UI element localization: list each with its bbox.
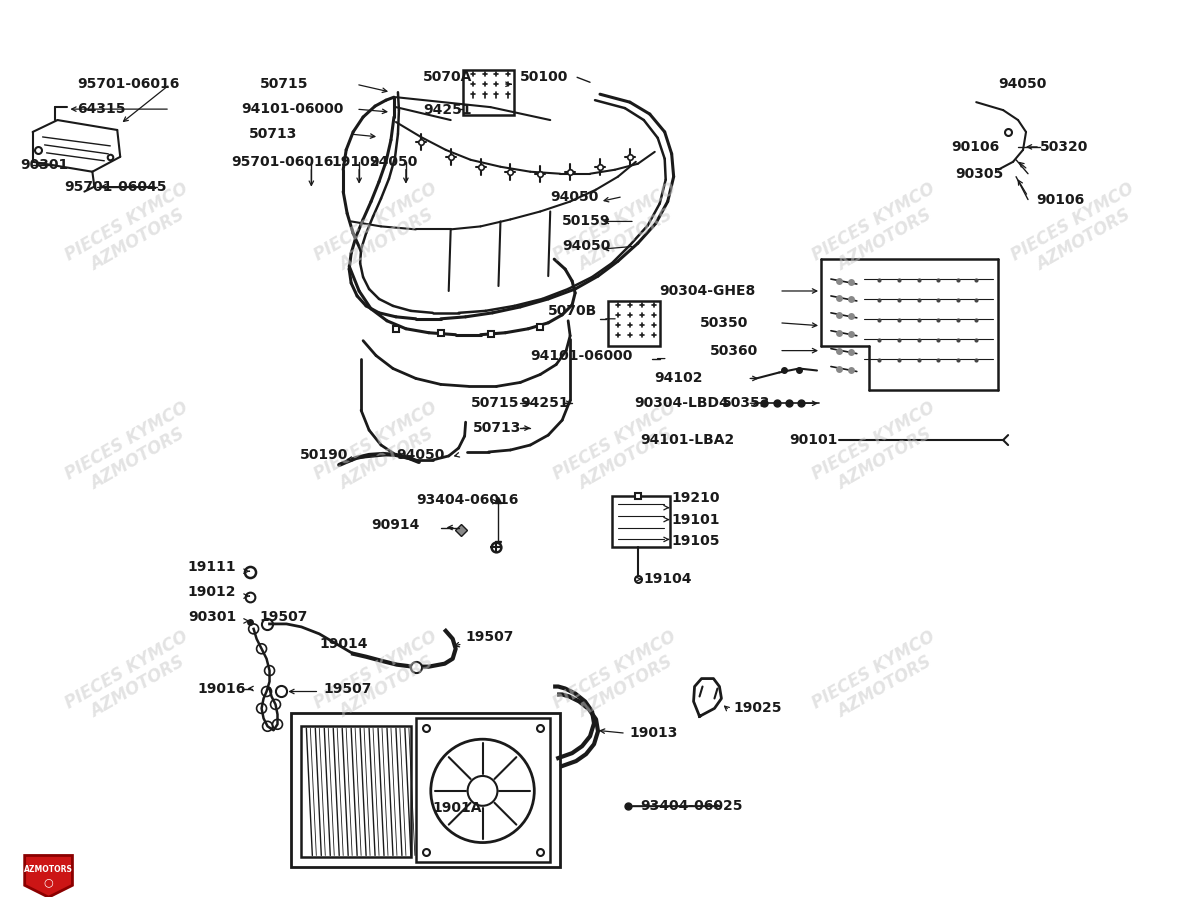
- Text: 50713: 50713: [248, 127, 298, 141]
- Text: 50159: 50159: [562, 214, 611, 229]
- Text: PIECES KYMCO
AZMOTORS: PIECES KYMCO AZMOTORS: [311, 627, 451, 730]
- Text: 93404-06016: 93404-06016: [416, 492, 518, 507]
- Text: PIECES KYMCO
AZMOTORS: PIECES KYMCO AZMOTORS: [311, 180, 451, 283]
- Text: 5070A: 5070A: [422, 70, 472, 85]
- Text: 90106: 90106: [1036, 193, 1085, 207]
- Text: 19507: 19507: [259, 610, 308, 624]
- Text: 19111: 19111: [188, 561, 236, 574]
- Text: 64315: 64315: [78, 102, 126, 116]
- Text: 90101: 90101: [790, 433, 838, 447]
- Text: PIECES KYMCO
AZMOTORS: PIECES KYMCO AZMOTORS: [62, 180, 202, 283]
- Text: PIECES KYMCO
AZMOTORS: PIECES KYMCO AZMOTORS: [809, 180, 948, 283]
- Text: 90106: 90106: [952, 140, 1000, 154]
- Text: PIECES KYMCO
AZMOTORS: PIECES KYMCO AZMOTORS: [62, 627, 202, 730]
- Text: 50100: 50100: [521, 70, 569, 85]
- Text: 19210: 19210: [672, 491, 720, 505]
- Text: 1901A: 1901A: [433, 801, 482, 814]
- Text: PIECES KYMCO
AZMOTORS: PIECES KYMCO AZMOTORS: [311, 399, 451, 501]
- Text: 19013: 19013: [630, 726, 678, 740]
- Text: 94050: 94050: [551, 190, 599, 203]
- Bar: [612, 496, 670, 547]
- Text: 90304-LBD4: 90304-LBD4: [634, 396, 728, 410]
- Text: 5070B: 5070B: [548, 304, 598, 318]
- Text: ○: ○: [43, 878, 54, 887]
- Text: 50190: 50190: [299, 448, 348, 462]
- Text: 94101-LBA2: 94101-LBA2: [640, 433, 734, 447]
- Text: PIECES KYMCO
AZMOTORS: PIECES KYMCO AZMOTORS: [1008, 180, 1147, 283]
- Text: 90304-GHE8: 90304-GHE8: [660, 284, 756, 298]
- Bar: [416, 718, 551, 862]
- Text: 50350: 50350: [700, 316, 748, 329]
- Text: 90305: 90305: [955, 166, 1003, 181]
- Text: 50360: 50360: [709, 344, 757, 357]
- Text: 94050: 94050: [998, 77, 1046, 91]
- Text: 95701-06016: 95701-06016: [78, 77, 180, 91]
- Text: 19507: 19507: [466, 630, 514, 644]
- Text: 50353: 50353: [721, 396, 770, 410]
- Text: PIECES KYMCO
AZMOTORS: PIECES KYMCO AZMOTORS: [550, 627, 690, 730]
- Text: 95701-06016: 95701-06016: [232, 155, 334, 169]
- Polygon shape: [25, 856, 72, 897]
- Text: 19104: 19104: [643, 572, 692, 586]
- Text: PIECES KYMCO
AZMOTORS: PIECES KYMCO AZMOTORS: [550, 180, 690, 283]
- Text: AZMOTORS: AZMOTORS: [24, 865, 73, 874]
- Text: 94101-06000: 94101-06000: [241, 102, 344, 116]
- Text: 19105: 19105: [672, 535, 720, 548]
- Bar: [301, 726, 410, 858]
- Text: 19101: 19101: [672, 513, 720, 526]
- Text: 94050: 94050: [562, 239, 611, 253]
- Text: 94050: 94050: [370, 155, 418, 169]
- Text: 50713: 50713: [473, 421, 521, 435]
- Text: 94101-06000: 94101-06000: [530, 348, 632, 363]
- Text: 90301: 90301: [188, 610, 236, 624]
- Text: 50320: 50320: [1040, 140, 1088, 154]
- Bar: [292, 714, 560, 868]
- Bar: [608, 301, 660, 346]
- Text: PIECES KYMCO
AZMOTORS: PIECES KYMCO AZMOTORS: [809, 399, 948, 501]
- Text: 50715: 50715: [259, 77, 308, 91]
- Text: 19102: 19102: [331, 155, 379, 169]
- Text: PIECES KYMCO
AZMOTORS: PIECES KYMCO AZMOTORS: [809, 627, 948, 730]
- Text: 50715: 50715: [470, 396, 520, 410]
- Text: 95701-06045: 95701-06045: [65, 180, 167, 194]
- Text: 19507: 19507: [323, 681, 372, 696]
- Text: 94251: 94251: [521, 396, 569, 410]
- Text: 19014: 19014: [319, 637, 368, 651]
- Text: PIECES KYMCO
AZMOTORS: PIECES KYMCO AZMOTORS: [550, 399, 690, 501]
- Text: PIECES KYMCO
AZMOTORS: PIECES KYMCO AZMOTORS: [62, 399, 202, 501]
- Text: 19016: 19016: [198, 681, 246, 696]
- Text: 90301: 90301: [20, 158, 68, 172]
- Text: 94251: 94251: [422, 104, 472, 117]
- Bar: [463, 70, 515, 115]
- Text: 90914: 90914: [371, 518, 420, 532]
- Text: 94050: 94050: [396, 448, 444, 462]
- Text: 93404-06025: 93404-06025: [640, 799, 743, 813]
- Text: 94102: 94102: [655, 372, 703, 385]
- Text: 19025: 19025: [733, 701, 782, 716]
- Text: 19012: 19012: [188, 585, 236, 599]
